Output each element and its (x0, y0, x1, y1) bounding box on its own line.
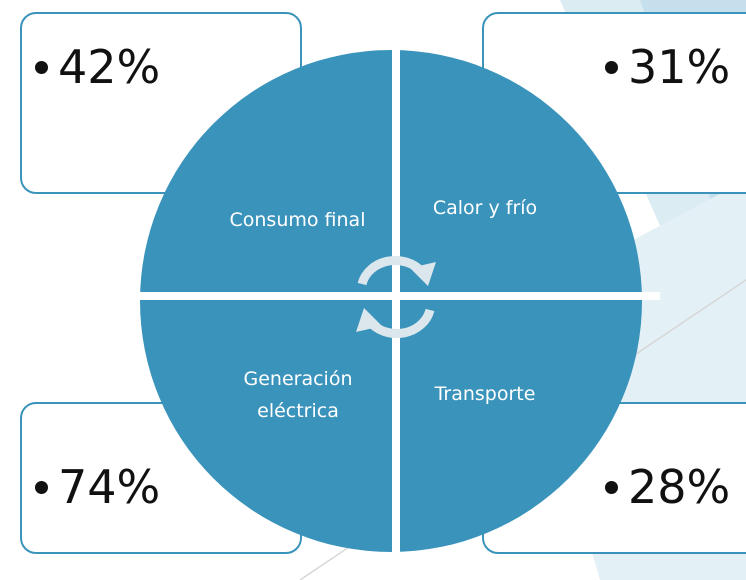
separator (130, 292, 660, 300)
value-text: 28% (605, 460, 730, 514)
value-text: 31% (605, 40, 730, 94)
value-text: 74% (35, 460, 160, 514)
arrow-head (410, 262, 436, 286)
quadrant-label: Consumo final (229, 209, 366, 231)
quadrant-label: Transporte (434, 383, 536, 405)
cycle-circle (140, 50, 642, 552)
arrow-head (356, 308, 382, 332)
quadrant-label: Generación eléctrica (243, 368, 353, 422)
value-text: 42% (35, 40, 160, 94)
quadrant-label: Calor y frío (432, 197, 538, 219)
cycle-arrows (357, 256, 435, 338)
